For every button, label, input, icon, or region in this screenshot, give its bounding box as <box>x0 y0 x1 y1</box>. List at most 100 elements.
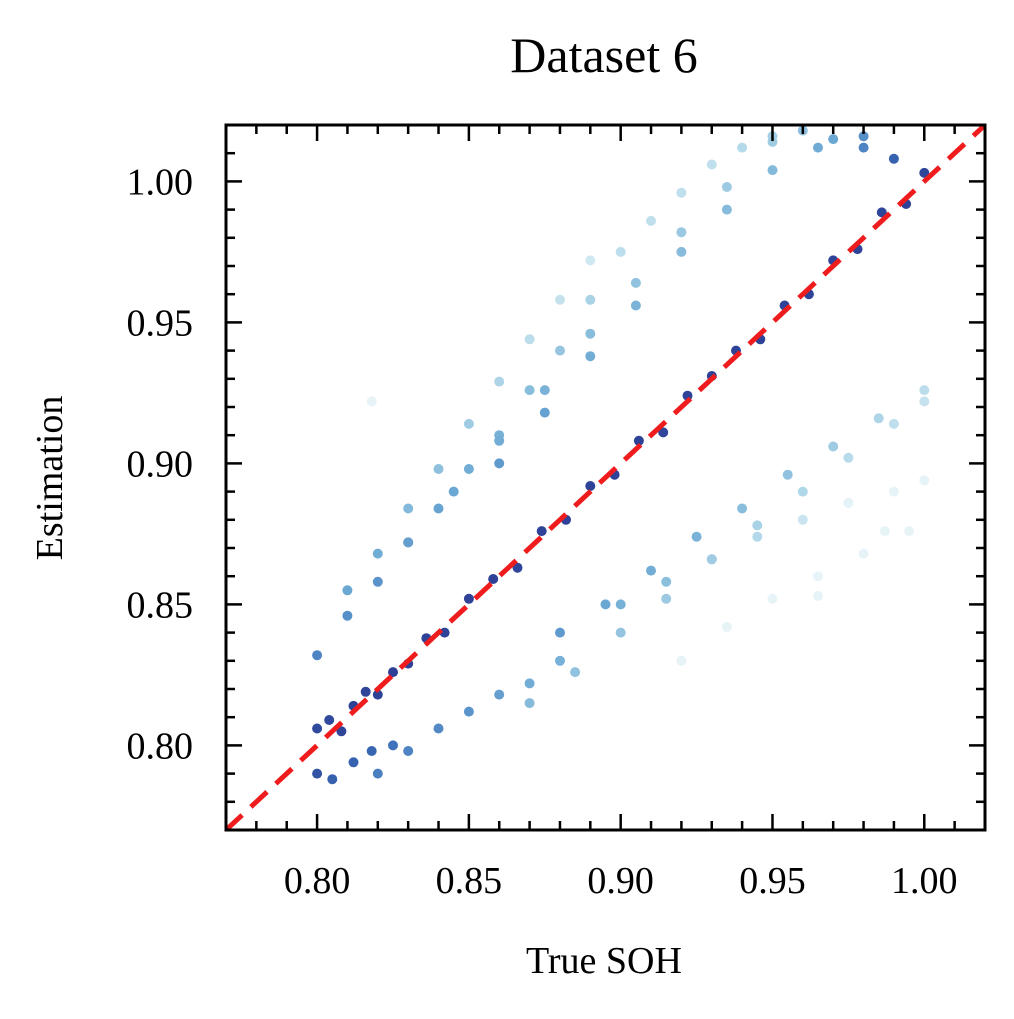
data-point <box>858 548 869 559</box>
chart-title: Dataset 6 <box>510 27 697 83</box>
data-point <box>752 520 763 531</box>
y-tick-label: 0.80 <box>127 725 194 767</box>
data-point <box>448 486 459 497</box>
series-8 <box>494 131 869 469</box>
y-axis-label: Estimation <box>29 396 71 561</box>
data-point <box>876 207 887 218</box>
data-point <box>691 531 702 542</box>
data-point <box>828 441 839 452</box>
data-point <box>463 464 474 474</box>
x-tick-label: 0.85 <box>436 860 503 902</box>
data-point <box>403 503 414 514</box>
data-point <box>828 134 839 145</box>
y-tick-label: 0.90 <box>127 443 194 485</box>
data-point <box>555 294 565 305</box>
data-point <box>494 458 505 469</box>
series-6 <box>342 255 596 596</box>
plot-frame <box>224 123 987 832</box>
data-point <box>524 334 535 345</box>
data-point <box>539 385 550 396</box>
data-point <box>676 655 687 666</box>
data-point <box>752 531 763 542</box>
data-point <box>858 142 869 153</box>
series-7 <box>403 136 778 548</box>
data-point <box>585 481 596 491</box>
data-point <box>439 627 450 638</box>
y-tick-label: 1.00 <box>127 161 194 203</box>
y-tick-label: 0.95 <box>127 302 194 344</box>
y-tick-label: 0.85 <box>127 584 194 626</box>
data-point <box>721 182 732 192</box>
data-point <box>372 689 383 700</box>
data-point <box>676 227 687 238</box>
data-point <box>372 548 383 559</box>
x-tick-label: 0.95 <box>739 860 806 902</box>
series-4 <box>312 294 596 661</box>
data-point <box>539 407 550 418</box>
data-point <box>843 497 854 508</box>
data-point <box>676 187 687 198</box>
data-point <box>524 385 535 396</box>
data-point <box>372 576 383 587</box>
series-14 <box>312 740 398 785</box>
series-12 <box>615 475 930 610</box>
data-point <box>433 464 444 474</box>
series-9 <box>372 655 565 779</box>
reference-line <box>226 125 985 830</box>
series-2 <box>463 390 693 604</box>
data-points <box>312 125 930 785</box>
data-point <box>615 246 626 257</box>
data-point <box>403 537 414 548</box>
series-3 <box>706 167 930 381</box>
data-point <box>797 486 808 497</box>
data-point <box>555 655 565 666</box>
series-5 <box>615 125 899 257</box>
data-point <box>312 768 323 779</box>
data-point <box>366 396 377 407</box>
data-point <box>721 622 732 632</box>
data-point <box>737 503 748 514</box>
series-10 <box>524 396 930 709</box>
data-point <box>585 255 596 266</box>
data-point <box>494 689 505 700</box>
data-point <box>633 435 644 446</box>
data-point <box>706 159 717 170</box>
data-point <box>388 667 398 678</box>
data-point <box>348 757 359 768</box>
data-point <box>494 435 505 446</box>
data-point <box>403 746 414 756</box>
data-point <box>813 142 823 153</box>
data-point <box>312 650 323 661</box>
series-15 <box>366 396 890 601</box>
data-point <box>919 385 930 396</box>
data-point <box>336 726 347 737</box>
data-point <box>463 706 474 717</box>
series-11 <box>555 385 930 638</box>
data-point <box>536 526 547 537</box>
data-point <box>463 418 474 429</box>
data-point <box>873 413 884 424</box>
data-point <box>360 686 371 697</box>
data-point <box>782 469 793 480</box>
data-point <box>488 574 499 584</box>
data-point <box>879 526 890 537</box>
data-point <box>797 514 808 525</box>
data-point <box>342 610 353 621</box>
data-point <box>324 715 335 725</box>
data-point <box>312 723 323 734</box>
data-point <box>600 599 611 610</box>
data-point <box>919 475 930 486</box>
data-point <box>585 294 596 305</box>
data-point <box>658 427 669 438</box>
data-point <box>372 768 383 779</box>
x-tick-label: 0.80 <box>284 860 351 902</box>
x-axis-label: True SOH <box>526 940 682 982</box>
data-point <box>843 452 854 463</box>
data-point <box>767 593 778 604</box>
x-tick-label: 1.00 <box>891 860 958 902</box>
data-point <box>463 593 474 604</box>
data-point <box>888 153 899 164</box>
data-point <box>904 526 915 537</box>
